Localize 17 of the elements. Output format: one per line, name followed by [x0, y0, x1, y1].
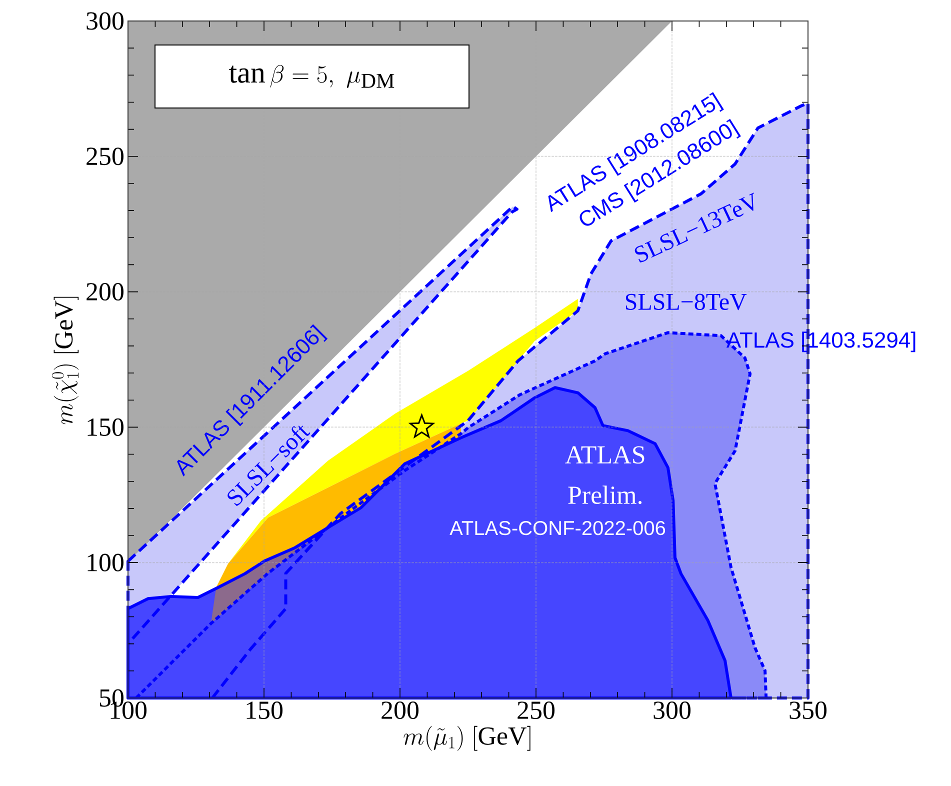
x-tick-label: 200 [382, 702, 419, 720]
annotation: ATLAS-CONF-2022-006 [450, 520, 666, 536]
annotation: ATLAS [565, 446, 644, 464]
y-tick-label: 300 [86, 12, 124, 30]
annotation: SLSL−8TeV [626, 294, 747, 310]
x-axis-title: $m(\tilde{\mu}_1)\ [\mathrm{GeV}]$ [404, 726, 530, 751]
x-tick-label: 300 [654, 702, 691, 720]
x-tick-label: 350 [790, 702, 827, 720]
x-tick-label: 250 [518, 702, 555, 720]
annotation: $\tan\beta = 5,\ \mu_{\mathrm{DM}}$ [229, 64, 394, 88]
y-tick-label: 250 [86, 148, 124, 166]
y-tick-label: 100 [88, 554, 124, 572]
y-tick-label: 150 [88, 418, 124, 436]
x-tick-label: 150 [246, 702, 283, 720]
y-axis-title: $m(\tilde{\chi}^0_1)\ [\mathrm{GeV}]$ [52, 296, 79, 424]
annotation: Prelim. [568, 486, 642, 504]
y-tick-label: 200 [86, 283, 124, 301]
